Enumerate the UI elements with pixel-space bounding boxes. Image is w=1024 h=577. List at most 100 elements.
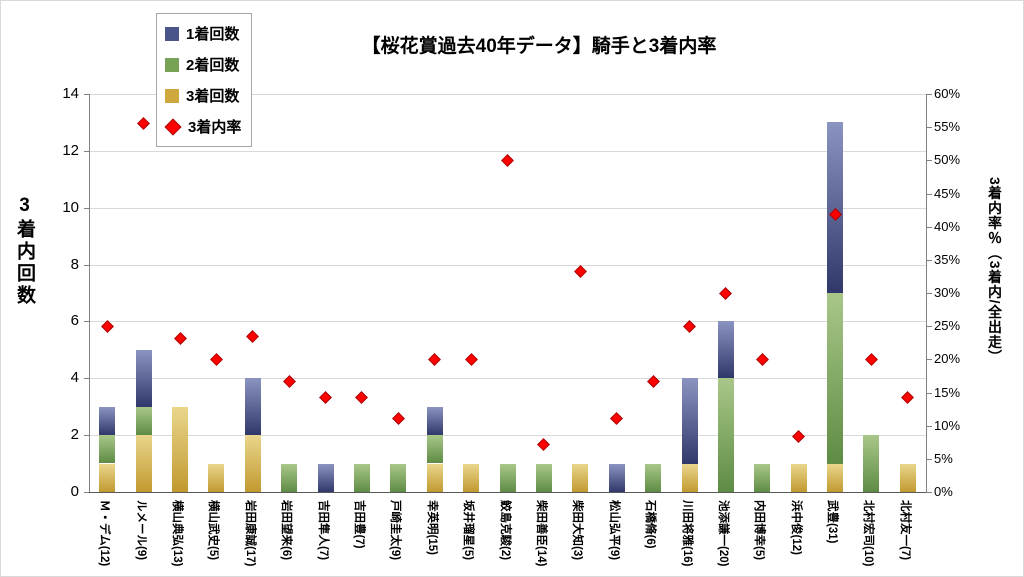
bar-segment-third-place bbox=[208, 463, 225, 492]
x-axis-category-label: 柴田善臣(14) bbox=[534, 500, 547, 567]
right-axis-tick-label: 5% bbox=[934, 450, 953, 466]
rate-marker bbox=[246, 329, 260, 343]
right-axis-tick-label: 60% bbox=[934, 86, 961, 101]
legend-item-label: 2着回数 bbox=[186, 57, 240, 74]
x-axis-category-label: 武豊(31) bbox=[826, 500, 838, 544]
bar-segment-first-place bbox=[827, 122, 843, 293]
bar-segment-third-place bbox=[681, 463, 698, 492]
right-axis-tick-label: 55% bbox=[934, 119, 961, 135]
bar-segment-second-place bbox=[390, 463, 407, 492]
x-axis-category-label: 浜中俊(12) bbox=[789, 500, 802, 555]
bar-segment-second-place bbox=[645, 463, 662, 492]
right-axis-tick bbox=[926, 326, 932, 328]
left-axis-title: 3着内回数 bbox=[14, 195, 35, 307]
bar-segment-second-place bbox=[535, 463, 552, 492]
bar-segment-third-place bbox=[172, 406, 188, 492]
left-axis-tick bbox=[84, 207, 89, 209]
left-axis-tick-label: 2 bbox=[70, 426, 79, 444]
legend-color-swatch bbox=[165, 26, 179, 41]
bar-segment-second-place bbox=[717, 378, 734, 492]
left-axis-tick bbox=[84, 321, 89, 323]
bar-segment-third-place bbox=[463, 463, 480, 492]
rate-marker bbox=[719, 286, 733, 300]
x-axis-category-label: 内田博幸(5) bbox=[753, 500, 766, 561]
gridline bbox=[89, 435, 926, 437]
bar-segment-first-place bbox=[717, 321, 734, 379]
legend-item-label: 3着内率 bbox=[188, 119, 242, 136]
bar-segment-third-place bbox=[827, 463, 843, 492]
legend-diamond-marker bbox=[164, 118, 182, 135]
bar-segment-second-place bbox=[754, 463, 771, 492]
x-axis-category-label: 戸崎圭太(9) bbox=[389, 500, 402, 561]
right-axis-tick bbox=[926, 359, 932, 361]
gridline bbox=[89, 321, 926, 323]
x-axis-category-label: 松山弘平(9) bbox=[607, 500, 620, 561]
bar-segment-second-place bbox=[99, 435, 116, 464]
rate-marker bbox=[573, 264, 587, 278]
right-axis-tick bbox=[926, 193, 932, 195]
legend-item-label: 1着回数 bbox=[186, 26, 240, 43]
bar-segment-second-place bbox=[827, 293, 843, 464]
rate-marker bbox=[428, 352, 442, 366]
left-axis-tick bbox=[84, 150, 89, 152]
bar-segment-first-place bbox=[99, 406, 116, 436]
x-axis-line bbox=[89, 492, 927, 493]
gridline bbox=[89, 207, 926, 209]
x-axis-category-label: 鮫島克駿(2) bbox=[498, 500, 511, 561]
rate-marker bbox=[610, 412, 624, 425]
right-axis-tick-label: 30% bbox=[934, 285, 961, 300]
left-axis-tick bbox=[84, 378, 89, 380]
right-axis-tick bbox=[926, 392, 932, 394]
x-axis-category-label: 岩田望来(6) bbox=[280, 500, 293, 561]
right-axis-tick-label: 40% bbox=[934, 218, 961, 234]
right-axis-tick bbox=[926, 160, 932, 162]
legend-color-swatch bbox=[165, 88, 179, 103]
legend-item-label: 3着回数 bbox=[186, 88, 240, 105]
bar-segment-second-place bbox=[426, 435, 443, 464]
x-axis-category-label: 吉田隼人(7) bbox=[316, 500, 329, 561]
right-axis-tick-label: 10% bbox=[934, 417, 961, 433]
legend-color-swatch bbox=[165, 57, 179, 72]
rate-marker bbox=[865, 352, 878, 366]
left-axis-tick-label: 4 bbox=[70, 369, 79, 387]
bar-segment-second-place bbox=[135, 406, 152, 436]
x-axis-category-label: 石橋脩(6) bbox=[644, 500, 657, 549]
right-axis-tick bbox=[926, 492, 932, 493]
bar-segment-third-place bbox=[572, 463, 589, 492]
rate-marker bbox=[755, 352, 769, 366]
x-axis-category-label: 吉田豊(7) bbox=[352, 500, 365, 549]
left-axis-tick-label: 12 bbox=[62, 141, 79, 159]
left-axis-tick bbox=[84, 264, 89, 266]
right-axis-tick-label: 50% bbox=[934, 152, 961, 168]
bar-segment-third-place bbox=[99, 463, 116, 492]
left-axis-tick bbox=[84, 94, 89, 95]
bar-segment-third-place bbox=[426, 463, 443, 492]
x-axis-category-label: Ｍ・デム(12) bbox=[98, 500, 111, 567]
x-axis-category-label: 横山武史(5) bbox=[207, 500, 220, 561]
gridline bbox=[89, 150, 926, 152]
right-axis-tick bbox=[926, 425, 932, 427]
bar-segment-first-place bbox=[426, 406, 443, 436]
gridline bbox=[89, 264, 926, 266]
left-axis-tick-label: 6 bbox=[70, 312, 79, 330]
right-axis-tick-label: 35% bbox=[934, 251, 961, 267]
bar-segment-first-place bbox=[317, 463, 334, 492]
rate-marker bbox=[464, 352, 478, 366]
right-axis-tick-label: 20% bbox=[934, 351, 961, 367]
rate-marker bbox=[319, 390, 332, 404]
x-axis-category-label: 北村宏司(10) bbox=[862, 500, 875, 567]
x-axis-category-label: 岩田康誠(17) bbox=[243, 500, 256, 567]
right-axis-tick bbox=[926, 458, 932, 460]
left-axis-tick-label: 10 bbox=[62, 198, 79, 216]
rate-marker bbox=[173, 332, 187, 346]
rate-marker bbox=[282, 374, 296, 388]
bar-segment-third-place bbox=[244, 435, 261, 492]
left-axis-tick bbox=[84, 435, 89, 437]
bar-segment-first-place bbox=[608, 463, 625, 492]
rate-marker bbox=[210, 352, 223, 366]
right-axis-tick-label: 15% bbox=[934, 384, 961, 400]
left-axis-tick-label: 14 bbox=[62, 85, 79, 102]
right-axis-tick bbox=[926, 259, 932, 261]
